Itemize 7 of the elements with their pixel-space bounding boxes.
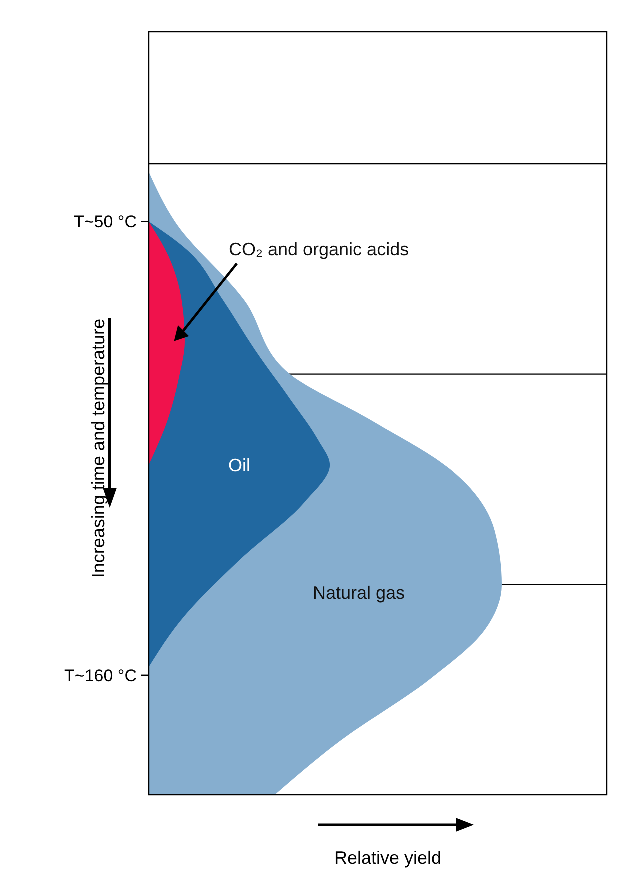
y-axis-title: Increasing time and temperature [88, 318, 108, 578]
text: CO₂ and organic acids [229, 240, 410, 260]
y-tick-label: T~50 °C [74, 212, 137, 232]
x-axis-title: Relative yield [334, 848, 442, 868]
series-label: Oil [228, 455, 251, 476]
y-tick-label: T~160 °C [64, 666, 137, 686]
series-label: Natural gas [313, 582, 406, 603]
